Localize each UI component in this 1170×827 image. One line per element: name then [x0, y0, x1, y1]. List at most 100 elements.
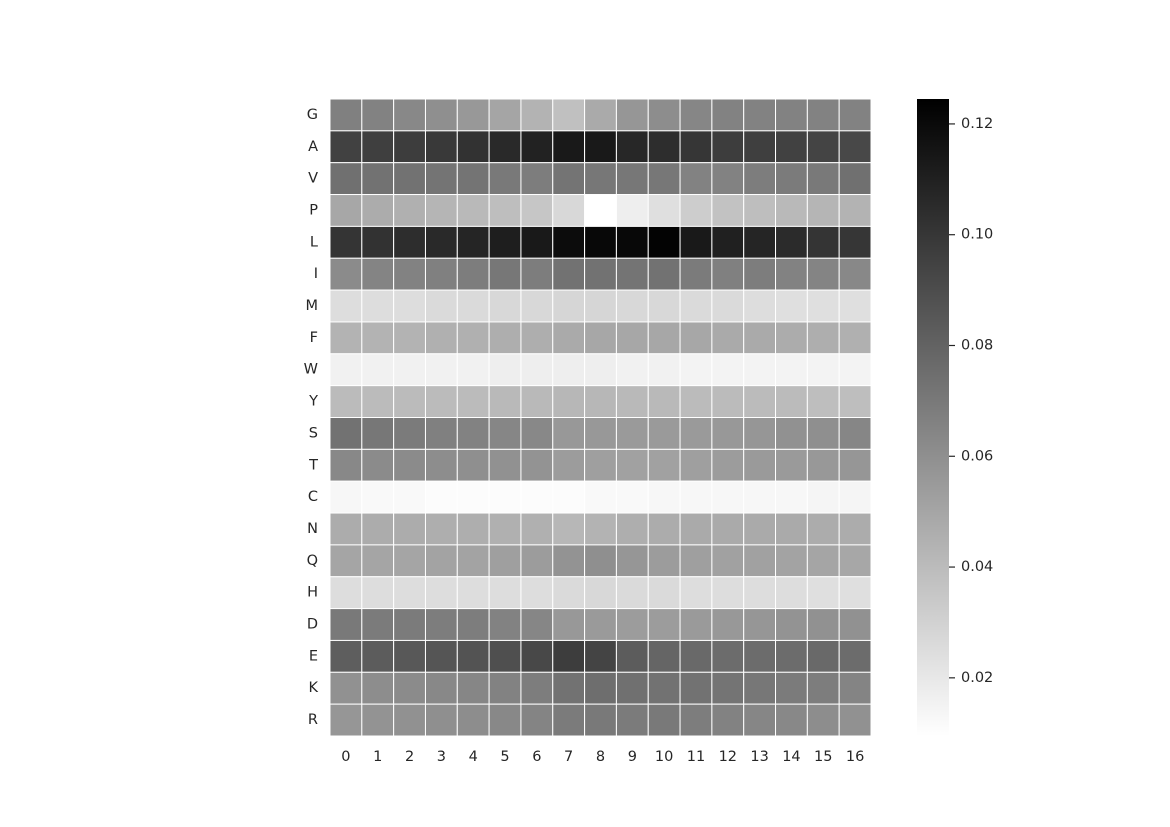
heatmap-cell-Q-9 [615, 544, 649, 578]
x-tick-label: 11 [687, 749, 705, 765]
heatmap-cell-I-15 [806, 257, 840, 291]
heatmap-cell-H-5 [488, 576, 522, 610]
heatmap-cell-D-14 [775, 608, 808, 641]
heatmap-cell-E-15 [806, 639, 840, 673]
heatmap-cell-E-0 [329, 639, 363, 673]
heatmap-cell-M-3 [424, 289, 458, 323]
y-tick-label: E [309, 648, 318, 664]
heatmap-cell-W-3 [424, 353, 458, 387]
heatmap-cell-R-13 [743, 703, 777, 737]
heatmap-cell-A-7 [552, 130, 586, 164]
colorbar-tick-label: 0.04 [961, 559, 993, 575]
y-tick-label: Q [307, 553, 318, 569]
y-tick-label: Y [308, 394, 318, 410]
heatmap-cell-R-2 [393, 703, 426, 737]
heatmap-cell-P-10 [647, 194, 681, 227]
heatmap-cell-P-7 [552, 194, 586, 227]
heatmap-cell-I-16 [838, 257, 872, 291]
heatmap-cell-C-8 [584, 480, 617, 514]
heatmap-cell-S-8 [584, 417, 617, 450]
heatmap-cell-C-9 [615, 480, 649, 514]
y-tick-label: L [310, 234, 318, 250]
heatmap-cell-W-16 [838, 353, 872, 387]
heatmap-cell-V-12 [711, 162, 745, 196]
heatmap-cell-V-16 [838, 162, 872, 196]
heatmap-cell-L-2 [393, 225, 426, 259]
y-tick-label: F [310, 330, 318, 346]
y-tick-label: K [308, 680, 318, 696]
x-tick-label: 15 [814, 749, 832, 765]
heatmap-cell-P-13 [743, 194, 777, 227]
heatmap-cell-S-11 [679, 417, 713, 450]
heatmap-cell-H-16 [838, 576, 872, 610]
heatmap-cell-K-6 [520, 671, 554, 705]
heatmap-cell-S-7 [552, 417, 586, 450]
x-tick-label: 2 [405, 749, 414, 765]
heatmap-cell-Y-8 [584, 385, 617, 418]
heatmap-cell-A-14 [775, 130, 808, 164]
heatmap-cell-S-9 [615, 417, 649, 450]
heatmap-cell-D-12 [711, 608, 745, 641]
heatmap-cell-R-3 [424, 703, 458, 737]
heatmap-cell-G-9 [615, 98, 649, 132]
heatmap-cell-N-2 [393, 512, 426, 546]
heatmap-cell-H-3 [424, 576, 458, 610]
heatmap-cell-G-3 [424, 98, 458, 132]
y-tick-label: S [309, 425, 318, 441]
heatmap-cell-Q-12 [711, 544, 745, 578]
heatmap-cell-N-15 [806, 512, 840, 546]
heatmap-cell-R-5 [488, 703, 522, 737]
heatmap-cell-K-7 [552, 671, 586, 705]
heatmap-cell-A-15 [806, 130, 840, 164]
heatmap-cell-E-9 [615, 639, 649, 673]
heatmap-cell-M-10 [647, 289, 681, 323]
heatmap-cell-P-6 [520, 194, 554, 227]
heatmap-cell-E-5 [488, 639, 522, 673]
heatmap-cell-M-5 [488, 289, 522, 323]
heatmap-cell-N-14 [775, 512, 808, 546]
heatmap-cell-L-5 [488, 225, 522, 259]
heatmap-cell-Q-14 [775, 544, 808, 578]
heatmap-cell-L-8 [584, 225, 617, 259]
heatmap-cell-M-7 [552, 289, 586, 323]
x-tick-label: 5 [500, 749, 509, 765]
heatmap-cell-Q-4 [456, 544, 490, 578]
heatmap-cell-C-2 [393, 480, 426, 514]
heatmap-cell-I-2 [393, 257, 426, 291]
heatmap-cell-A-1 [361, 130, 395, 164]
heatmap-cell-W-4 [456, 353, 490, 387]
heatmap-cell-L-4 [456, 225, 490, 259]
heatmap-cell-S-4 [456, 417, 490, 450]
heatmap-cell-V-3 [424, 162, 458, 196]
heatmap-cell-I-11 [679, 257, 713, 291]
heatmap-cell-R-0 [329, 703, 363, 737]
x-tick-label: 12 [719, 749, 737, 765]
heatmap-cell-P-0 [329, 194, 363, 227]
heatmap-cell-C-10 [647, 480, 681, 514]
colorbar-tick-label: 0.06 [961, 448, 993, 464]
heatmap-cell-E-4 [456, 639, 490, 673]
heatmap-cell-N-13 [743, 512, 777, 546]
heatmap-cell-D-6 [520, 608, 554, 641]
heatmap-cell-K-3 [424, 671, 458, 705]
colorbar [917, 99, 949, 736]
heatmap-cell-E-1 [361, 639, 395, 673]
heatmap-cell-T-14 [775, 448, 808, 482]
heatmap-cell-S-5 [488, 417, 522, 450]
heatmap-cell-D-3 [424, 608, 458, 641]
heatmap-cell-C-11 [679, 480, 713, 514]
heatmap-cell-S-3 [424, 417, 458, 450]
heatmap-cell-L-12 [711, 225, 745, 259]
heatmap-cell-W-6 [520, 353, 554, 387]
heatmap-cell-I-0 [329, 257, 363, 291]
heatmap-cell-V-8 [584, 162, 617, 196]
heatmap-cell-H-1 [361, 576, 395, 610]
heatmap-cell-T-5 [488, 448, 522, 482]
heatmap-cell-C-16 [838, 480, 872, 514]
y-tick-label: W [304, 362, 318, 378]
heatmap-cell-G-11 [679, 98, 713, 132]
heatmap-cell-C-15 [806, 480, 840, 514]
heatmap-cell-T-16 [838, 448, 872, 482]
heatmap-cell-M-6 [520, 289, 554, 323]
